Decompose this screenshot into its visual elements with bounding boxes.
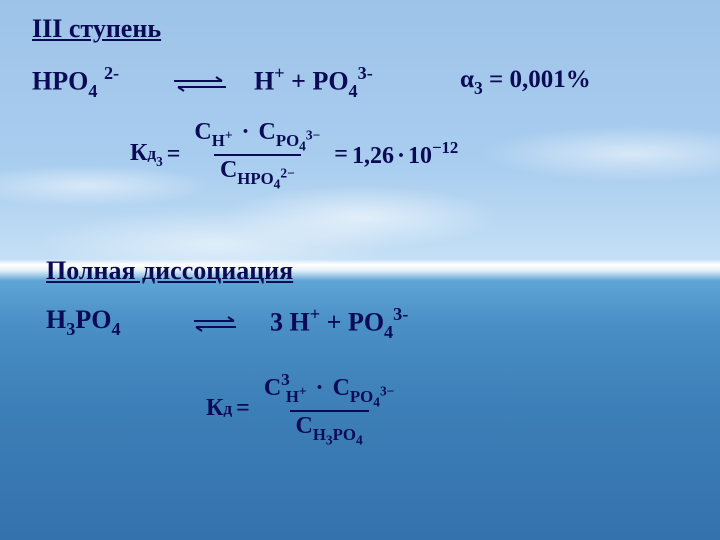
kdf-dot: · xyxy=(316,375,324,401)
eq1-left-base: HPO xyxy=(32,67,88,96)
eq2-rhs: 3 H+ + PO43- xyxy=(270,305,408,342)
kd3-val-dot: · xyxy=(397,143,405,169)
eq2-4: 4 xyxy=(111,319,120,339)
kdf-den-4: 4 xyxy=(356,432,363,447)
kd3-eq2: = xyxy=(334,141,348,168)
eq1-h-sup: + xyxy=(274,63,284,83)
kd3-den-2minus: 2− xyxy=(280,165,294,180)
alpha-val: 0,001% xyxy=(509,66,590,93)
kd3-expr: Кд3 = CH+ · CPO43− CHPO42− = 1,26·10−12 xyxy=(130,120,458,189)
equilibrium-arrow-2 xyxy=(190,316,240,337)
kd3-num-h: H xyxy=(212,131,225,150)
eq1-plus: + xyxy=(285,67,313,96)
kd3-num-po3minus: 3− xyxy=(306,127,320,142)
kd3-val-b: 10 xyxy=(408,143,432,169)
kdf-K: К xyxy=(206,395,223,421)
eq2-lhs: H3PO4 xyxy=(46,305,121,339)
kd3-num-po4: 4 xyxy=(299,138,306,153)
heading-full-dissociation: Полная диссоциация xyxy=(46,256,293,286)
kdf-d: д xyxy=(223,399,232,418)
alpha-sym: α xyxy=(460,66,474,93)
eq1-po-sup: 3- xyxy=(358,63,373,83)
kd3-val-a: 1,26 xyxy=(352,143,394,169)
kdf-num-hplus: + xyxy=(299,383,307,398)
kd3-3: 3 xyxy=(156,154,163,169)
eq2-po: PO xyxy=(75,305,111,334)
kdf-num-exp3: 3 xyxy=(281,370,290,389)
kd3-num-hplus: + xyxy=(225,127,233,142)
kdf-den-3: 3 xyxy=(326,432,333,447)
eq2-coef: 3 xyxy=(270,308,290,337)
alpha-eq: = xyxy=(483,66,510,93)
kdf-den-po: PO xyxy=(333,425,356,444)
eq1-left-sub: 4 xyxy=(88,81,97,101)
kd3-val-exp: −12 xyxy=(432,138,458,157)
alpha-expr: α3 = 0,001% xyxy=(460,66,591,98)
kd3-frac: CH+ · CPO43− CHPO42− xyxy=(188,120,326,189)
eq1-h: H xyxy=(254,67,274,96)
eq2-rpo-sub: 4 xyxy=(384,322,393,342)
eq2-plus: + xyxy=(320,308,348,337)
kd3-eq1: = xyxy=(167,141,181,168)
eq2-rh: H xyxy=(290,308,310,337)
kd-full-expr: Кд = C3H+ · CPO43− CH3PO4 xyxy=(206,372,404,445)
heading-step3: III ступень xyxy=(32,14,161,44)
kd3-num-po: PO xyxy=(276,131,299,150)
eq2-rh-sup: + xyxy=(310,304,320,324)
kd3-dot: · xyxy=(242,119,250,145)
kdf-denC: C xyxy=(296,413,313,439)
kd3-numC2: C xyxy=(259,119,276,145)
eq2-h: H xyxy=(46,305,66,334)
kd3-den-hpo: HPO xyxy=(237,169,273,188)
kdf-numC2: C xyxy=(333,375,350,401)
eq1-lhs: HPO4 2- xyxy=(32,64,119,101)
eq2-rpo: PO xyxy=(348,308,384,337)
kd3-d: д xyxy=(147,144,156,163)
kdf-num-po4: 4 xyxy=(373,394,380,409)
alpha-sub: 3 xyxy=(474,78,483,98)
eq1-left-sup: 2- xyxy=(104,63,119,83)
eq2-3: 3 xyxy=(66,319,75,339)
eq1-po: PO xyxy=(312,67,348,96)
kdf-num-3minus: 3− xyxy=(380,383,394,398)
eq1-rhs: H+ + PO43- xyxy=(254,64,373,101)
kdf-num-h: H xyxy=(286,387,299,406)
kdf-eq: = xyxy=(236,395,250,422)
equilibrium-arrow-1 xyxy=(170,76,230,97)
eq1-po-sub: 4 xyxy=(349,81,358,101)
kd3-numC1: C xyxy=(194,119,211,145)
kdf-frac: C3H+ · CPO43− CH3PO4 xyxy=(258,372,401,445)
kdf-num-po: PO xyxy=(350,387,373,406)
kdf-den-h: H xyxy=(313,425,326,444)
kd3-K: К xyxy=(130,140,147,166)
kd3-denC: C xyxy=(220,157,237,183)
eq2-rpo-sup: 3- xyxy=(393,304,408,324)
kdf-numC1: C xyxy=(264,375,281,401)
